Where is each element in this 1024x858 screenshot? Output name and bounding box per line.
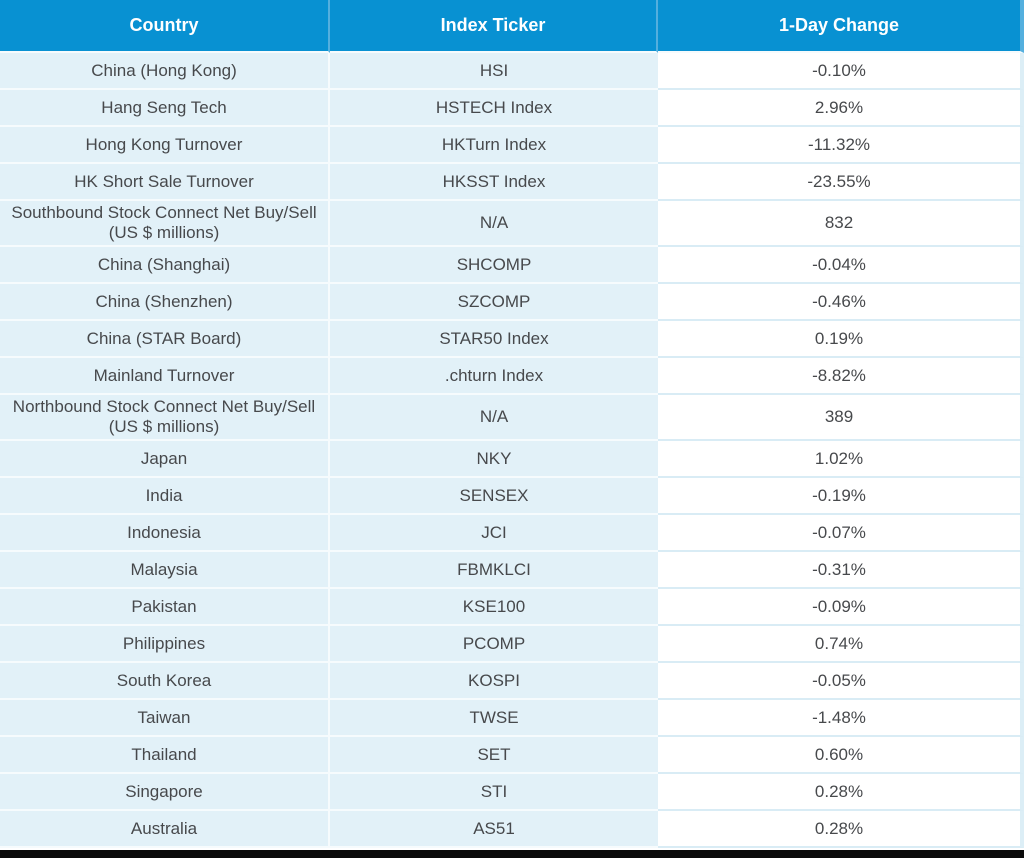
- table-row: Hong Kong Turnover HKTurn Index -11.32%: [0, 127, 1024, 164]
- cell-index-ticker: HSTECH Index: [330, 90, 658, 127]
- cell-country: Pakistan: [0, 589, 330, 626]
- table-row: Taiwan TWSE -1.48%: [0, 700, 1024, 737]
- cell-country: Singapore: [0, 774, 330, 811]
- column-header-index-ticker: Index Ticker: [330, 0, 658, 53]
- table-row: Philippines PCOMP 0.74%: [0, 626, 1024, 663]
- cell-country: India: [0, 478, 330, 515]
- table-row: Mainland Turnover .chturn Index -8.82%: [0, 358, 1024, 395]
- table-row: China (STAR Board) STAR50 Index 0.19%: [0, 321, 1024, 358]
- cell-country: South Korea: [0, 663, 330, 700]
- table-row: Southbound Stock Connect Net Buy/Sell (U…: [0, 201, 1024, 247]
- table-row: Thailand SET 0.60%: [0, 737, 1024, 774]
- cell-index-ticker: JCI: [330, 515, 658, 552]
- cell-1-day-change: -11.32%: [658, 127, 1024, 164]
- cell-index-ticker: STI: [330, 774, 658, 811]
- cell-country: Indonesia: [0, 515, 330, 552]
- cell-index-ticker: FBMKLCI: [330, 552, 658, 589]
- cell-country: China (Shenzhen): [0, 284, 330, 321]
- cell-index-ticker: KOSPI: [330, 663, 658, 700]
- cell-country: Malaysia: [0, 552, 330, 589]
- cell-1-day-change: 1.02%: [658, 441, 1024, 478]
- cell-1-day-change: -0.05%: [658, 663, 1024, 700]
- table-row: China (Shanghai) SHCOMP -0.04%: [0, 247, 1024, 284]
- cell-index-ticker: .chturn Index: [330, 358, 658, 395]
- table-header: Country Index Ticker 1-Day Change: [0, 0, 1024, 53]
- cell-index-ticker: HSI: [330, 53, 658, 90]
- table-row: Northbound Stock Connect Net Buy/Sell (U…: [0, 395, 1024, 441]
- table-row: Pakistan KSE100 -0.09%: [0, 589, 1024, 626]
- cell-1-day-change: -0.46%: [658, 284, 1024, 321]
- cell-index-ticker: TWSE: [330, 700, 658, 737]
- cell-country: Mainland Turnover: [0, 358, 330, 395]
- cell-1-day-change: 0.19%: [658, 321, 1024, 358]
- cell-index-ticker: KSE100: [330, 589, 658, 626]
- cell-country: Southbound Stock Connect Net Buy/Sell (U…: [0, 201, 330, 247]
- cell-1-day-change: 832: [658, 201, 1024, 247]
- table-row: Malaysia FBMKLCI -0.31%: [0, 552, 1024, 589]
- cell-country: HK Short Sale Turnover: [0, 164, 330, 201]
- cell-country: Hong Kong Turnover: [0, 127, 330, 164]
- cell-country: Thailand: [0, 737, 330, 774]
- cell-index-ticker: NKY: [330, 441, 658, 478]
- cell-index-ticker: SENSEX: [330, 478, 658, 515]
- cell-index-ticker: SET: [330, 737, 658, 774]
- cell-1-day-change: 389: [658, 395, 1024, 441]
- table-row: Hang Seng Tech HSTECH Index 2.96%: [0, 90, 1024, 127]
- cell-country: Taiwan: [0, 700, 330, 737]
- table-row: China (Shenzhen) SZCOMP -0.46%: [0, 284, 1024, 321]
- cell-index-ticker: N/A: [330, 201, 658, 247]
- cell-country: Northbound Stock Connect Net Buy/Sell (U…: [0, 395, 330, 441]
- table-row: Singapore STI 0.28%: [0, 774, 1024, 811]
- cell-1-day-change: -8.82%: [658, 358, 1024, 395]
- cell-country: China (Hong Kong): [0, 53, 330, 90]
- cell-country: Philippines: [0, 626, 330, 663]
- cell-country: Australia: [0, 811, 330, 848]
- bottom-black-bar: [0, 850, 1024, 858]
- cell-1-day-change: -1.48%: [658, 700, 1024, 737]
- cell-country: Hang Seng Tech: [0, 90, 330, 127]
- cell-1-day-change: -23.55%: [658, 164, 1024, 201]
- table-row: Japan NKY 1.02%: [0, 441, 1024, 478]
- cell-1-day-change: -0.19%: [658, 478, 1024, 515]
- column-header-1-day-change: 1-Day Change: [658, 0, 1024, 53]
- column-header-country: Country: [0, 0, 330, 53]
- cell-country: China (STAR Board): [0, 321, 330, 358]
- cell-index-ticker: HKTurn Index: [330, 127, 658, 164]
- cell-1-day-change: -0.31%: [658, 552, 1024, 589]
- cell-1-day-change: 0.74%: [658, 626, 1024, 663]
- cell-1-day-change: 0.60%: [658, 737, 1024, 774]
- table-row: HK Short Sale Turnover HKSST Index -23.55%: [0, 164, 1024, 201]
- cell-1-day-change: -0.04%: [658, 247, 1024, 284]
- table-row: Indonesia JCI -0.07%: [0, 515, 1024, 552]
- cell-index-ticker: N/A: [330, 395, 658, 441]
- cell-index-ticker: AS51: [330, 811, 658, 848]
- cell-1-day-change: 0.28%: [658, 811, 1024, 848]
- header-row: Country Index Ticker 1-Day Change: [0, 0, 1024, 53]
- table-body: China (Hong Kong) HSI -0.10% Hang Seng Tech…: [0, 53, 1024, 848]
- table-row: India SENSEX -0.19%: [0, 478, 1024, 515]
- table-row: China (Hong Kong) HSI -0.10%: [0, 53, 1024, 90]
- table-row: Australia AS51 0.28%: [0, 811, 1024, 848]
- cell-1-day-change: -0.10%: [658, 53, 1024, 90]
- cell-index-ticker: HKSST Index: [330, 164, 658, 201]
- cell-index-ticker: STAR50 Index: [330, 321, 658, 358]
- cell-country: Japan: [0, 441, 330, 478]
- cell-index-ticker: PCOMP: [330, 626, 658, 663]
- cell-1-day-change: 2.96%: [658, 90, 1024, 127]
- cell-country: China (Shanghai): [0, 247, 330, 284]
- table-row: South Korea KOSPI -0.05%: [0, 663, 1024, 700]
- cell-index-ticker: SHCOMP: [330, 247, 658, 284]
- cell-1-day-change: -0.09%: [658, 589, 1024, 626]
- cell-1-day-change: -0.07%: [658, 515, 1024, 552]
- cell-1-day-change: 0.28%: [658, 774, 1024, 811]
- cell-index-ticker: SZCOMP: [330, 284, 658, 321]
